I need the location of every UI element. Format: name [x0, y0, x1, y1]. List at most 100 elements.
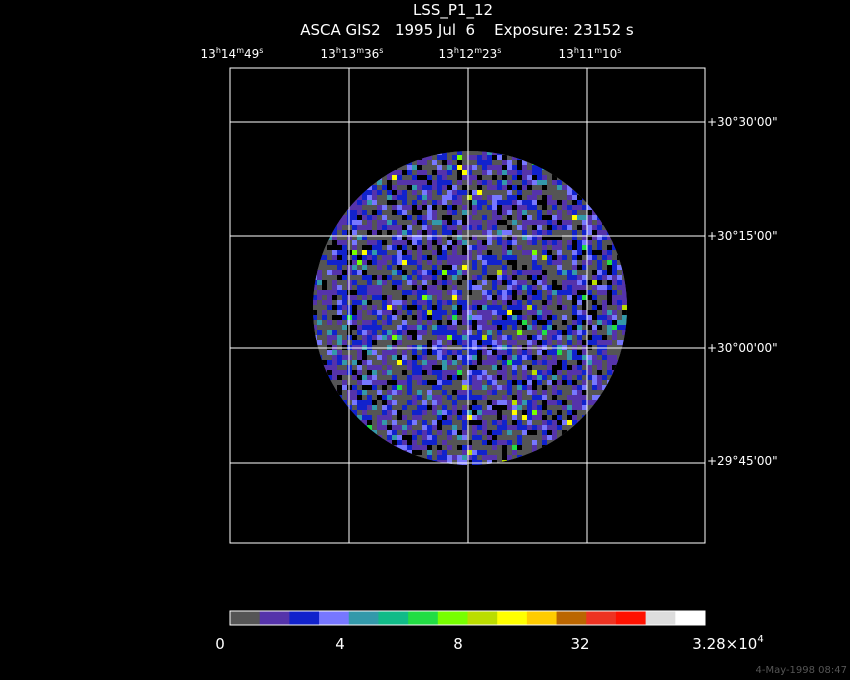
pixel — [407, 205, 413, 211]
pixel — [492, 405, 498, 411]
pixel — [442, 380, 448, 386]
pixel — [367, 380, 373, 386]
pixel — [422, 330, 428, 336]
pixel — [517, 435, 523, 441]
pixel — [467, 335, 473, 341]
pixel — [392, 370, 398, 376]
pixel — [542, 205, 548, 211]
pixel — [377, 215, 383, 221]
pixel — [362, 190, 368, 196]
pixel — [562, 425, 568, 431]
pixel — [342, 295, 348, 301]
pixel — [362, 235, 368, 241]
pixel — [507, 220, 513, 226]
pixel — [592, 220, 598, 226]
pixel — [407, 390, 413, 396]
pixel — [497, 335, 503, 341]
pixel — [432, 380, 438, 386]
pixel — [432, 435, 438, 441]
pixel — [357, 305, 363, 311]
pixel — [352, 335, 358, 341]
pixel — [357, 355, 363, 361]
pixel — [387, 240, 393, 246]
pixel — [422, 325, 428, 331]
pixel — [552, 370, 558, 376]
pixel — [462, 410, 468, 416]
pixel — [347, 220, 353, 226]
pixel — [457, 225, 463, 231]
pixel — [582, 280, 588, 286]
pixel — [432, 255, 438, 261]
pixel — [322, 325, 328, 331]
pixel — [447, 170, 453, 176]
pixel — [427, 205, 433, 211]
pixel — [552, 435, 558, 441]
pixel — [547, 245, 553, 251]
pixel — [527, 250, 533, 256]
pixel — [417, 390, 423, 396]
pixel — [617, 320, 623, 326]
pixel — [547, 290, 553, 296]
pixel — [327, 360, 333, 366]
pixel — [387, 235, 393, 241]
pixel — [447, 425, 453, 431]
pixel — [522, 285, 528, 291]
pixel — [332, 375, 338, 381]
pixel — [337, 265, 343, 271]
pixel — [512, 350, 518, 356]
pixel — [577, 415, 583, 421]
pixel — [432, 160, 438, 166]
pixel — [362, 205, 368, 211]
pixel — [407, 265, 413, 271]
pixel — [462, 400, 468, 406]
pixel — [557, 375, 563, 381]
pixel — [512, 285, 518, 291]
pixel — [347, 255, 353, 261]
pixel — [382, 190, 388, 196]
pixel — [327, 250, 333, 256]
pixel — [372, 325, 378, 331]
pixel — [412, 230, 418, 236]
pixel — [587, 400, 593, 406]
pixel — [357, 365, 363, 371]
pixel — [602, 355, 608, 361]
pixel — [422, 435, 428, 441]
pixel — [532, 390, 538, 396]
pixel — [472, 285, 478, 291]
pixel — [497, 220, 503, 226]
pixel — [462, 195, 468, 201]
pixel — [552, 285, 558, 291]
pixel — [397, 380, 403, 386]
pixel — [532, 210, 538, 216]
pixel — [437, 300, 443, 306]
pixel — [512, 160, 518, 166]
pixel — [472, 195, 478, 201]
pixel — [517, 400, 523, 406]
pixel — [442, 335, 448, 341]
pixel — [472, 225, 478, 231]
pixel — [477, 365, 483, 371]
pixel — [567, 220, 573, 226]
pixel — [327, 270, 333, 276]
pixel — [392, 385, 398, 391]
pixel — [497, 440, 503, 446]
pixel — [467, 190, 473, 196]
pixel — [397, 200, 403, 206]
pixel — [572, 205, 578, 211]
pixel — [507, 250, 513, 256]
pixel — [417, 330, 423, 336]
pixel — [387, 390, 393, 396]
pixel — [317, 340, 323, 346]
pixel — [472, 420, 478, 426]
colorbar-swatch — [348, 611, 379, 625]
pixel — [392, 185, 398, 191]
pixel — [487, 420, 493, 426]
pixel — [552, 415, 558, 421]
pixel — [482, 151, 488, 156]
pixel — [327, 275, 333, 281]
pixel — [347, 325, 353, 331]
pixel — [462, 260, 468, 266]
pixel — [427, 190, 433, 196]
pixel — [512, 210, 518, 216]
pixel — [582, 410, 588, 416]
